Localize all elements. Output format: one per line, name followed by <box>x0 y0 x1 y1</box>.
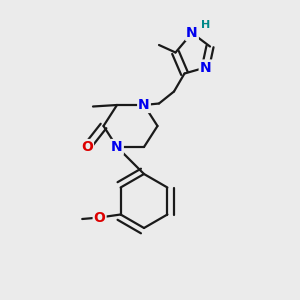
Text: H: H <box>201 20 210 31</box>
Text: N: N <box>186 26 198 40</box>
Text: N: N <box>138 98 150 112</box>
Text: O: O <box>94 211 106 224</box>
Text: N: N <box>200 61 211 74</box>
Text: O: O <box>81 140 93 154</box>
Text: N: N <box>111 140 123 154</box>
